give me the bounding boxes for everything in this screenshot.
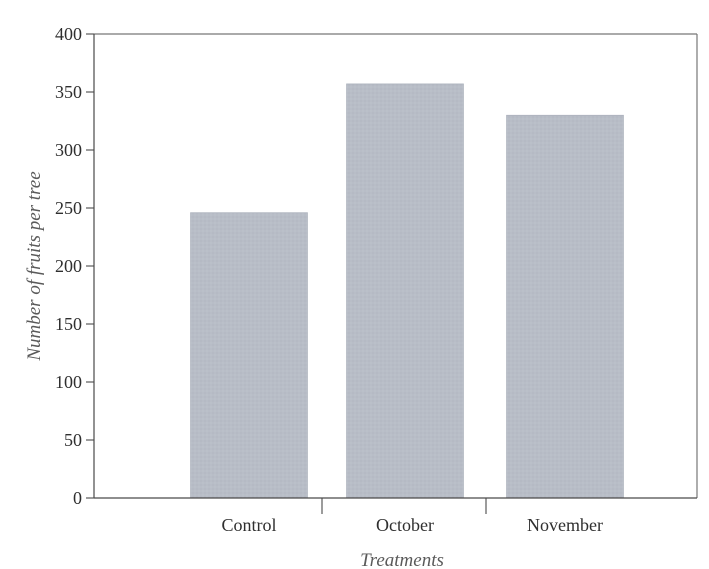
y-tick-label-100: 100 — [55, 372, 82, 392]
y-tick-label-400: 400 — [55, 24, 82, 44]
bar-october — [346, 83, 464, 499]
y-axis-title: Number of fruits per tree — [24, 171, 45, 361]
bars-group — [190, 83, 624, 499]
y-tick-label-200: 200 — [55, 256, 82, 276]
x-tick-label-november: November — [527, 515, 603, 535]
y-tick-label-50: 50 — [64, 430, 82, 450]
bar-november — [506, 114, 624, 499]
y-tick-label-150: 150 — [55, 314, 82, 334]
x-axis: Control October November — [94, 497, 697, 535]
bar-control — [190, 212, 308, 499]
y-tick-label-250: 250 — [55, 198, 82, 218]
x-tick-label-control: Control — [221, 515, 276, 535]
y-tick-label-0: 0 — [73, 488, 82, 508]
plot-frame — [94, 33, 698, 498]
x-axis-title: Treatments — [360, 550, 444, 569]
y-axis: 0 50 100 150 200 250 300 350 400 — [55, 24, 95, 508]
y-tick-label-300: 300 — [55, 140, 82, 160]
y-tick-label-350: 350 — [55, 82, 82, 102]
x-tick-label-october: October — [376, 515, 434, 535]
